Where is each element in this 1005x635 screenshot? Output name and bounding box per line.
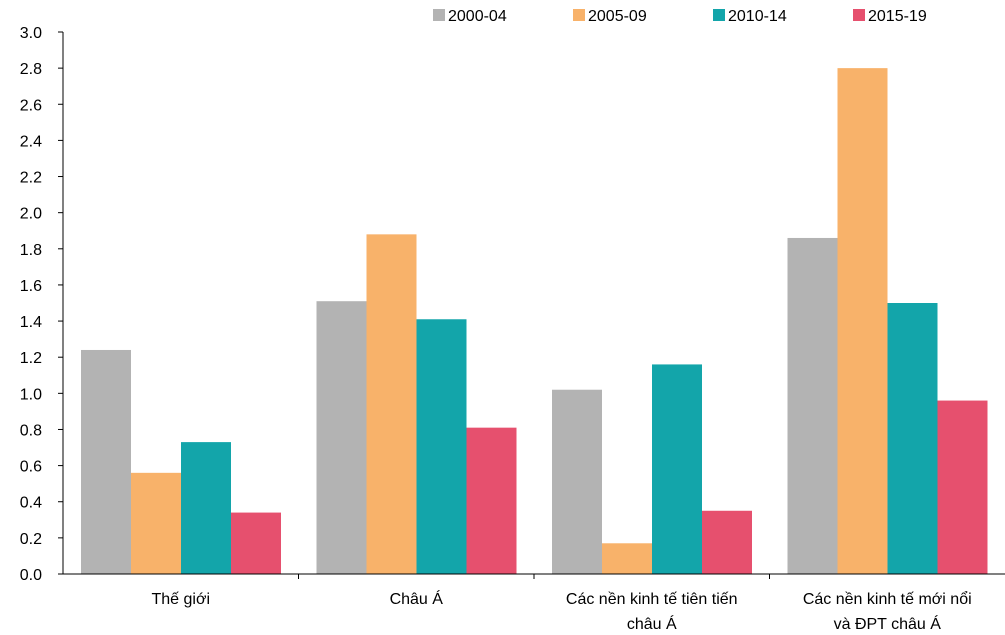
bar-2015-19-cat-4 (937, 400, 988, 574)
x-category-label: Các nền kinh tế mới nổi và ĐPT châu Á (803, 590, 972, 633)
x-category-label: Thế giới (151, 591, 210, 608)
y-tick-label: 1.0 (20, 386, 42, 403)
bar-2010-14-cat-1 (181, 442, 231, 574)
legend-swatch (433, 9, 445, 21)
y-tick-label: 0.8 (20, 422, 42, 439)
y-tick-label: 2.4 (20, 133, 42, 150)
y-tick-label: 0.4 (20, 495, 42, 512)
y-tick-label: 0.0 (20, 567, 42, 584)
y-axis: 0.0 0.2 0.4 0.6 0.8 1.0 1.2 1.4 1.6 1.8 2.0 2.2 2.4 2… (20, 25, 64, 584)
legend-swatch (713, 9, 725, 21)
x-category-label: Châu Á (390, 589, 444, 608)
bar-2005-09-cat-2 (366, 234, 417, 574)
bar-2005-09-cat-3 (602, 543, 652, 574)
legend-swatch (853, 9, 865, 21)
y-tick-label: 1.2 (20, 350, 42, 367)
bar-2015-19-cat-3 (702, 510, 752, 574)
y-tick-label: 1.6 (20, 278, 42, 295)
legend-item-2015-19: 2015-19 (853, 8, 927, 25)
x-category-label: Các nền kinh tế tiên tiến châu Á (566, 591, 738, 633)
legend-label: 2010-14 (728, 8, 787, 25)
legend-label: 2005-09 (588, 8, 647, 25)
legend-label: 2015-19 (868, 8, 927, 25)
y-tick-label: 2.2 (20, 170, 42, 187)
y-tick-label: 3.0 (20, 25, 42, 42)
y-tick-label: 0.6 (20, 459, 42, 476)
bar-2015-19-cat-1 (231, 512, 281, 574)
y-tick-label: 1.8 (20, 242, 42, 259)
legend-swatch (573, 9, 585, 21)
bar-2015-19-cat-2 (466, 427, 517, 574)
bar-2005-09-cat-1 (131, 472, 181, 574)
x-axis: Thế giới Châu Á Các nền kinh tế tiên tiến c… (63, 573, 1005, 633)
legend-label: 2000-04 (448, 8, 507, 25)
plot-area (81, 68, 988, 574)
bar-2010-14-cat-3 (652, 364, 702, 574)
bar-2000-04-cat-1 (81, 349, 131, 574)
y-tick-label: 0.2 (20, 531, 42, 548)
bar-2000-04-cat-2 (316, 301, 367, 574)
legend-item-2010-14: 2010-14 (713, 8, 787, 25)
bar-2010-14-cat-2 (416, 319, 467, 574)
bar-2005-09-cat-4 (837, 68, 888, 574)
bar-2000-04-cat-3 (552, 389, 602, 574)
y-tick-label: 2.6 (20, 97, 42, 114)
bar-2000-04-cat-4 (787, 237, 838, 574)
bar-2010-14-cat-4 (887, 303, 938, 574)
y-tick-label: 2.8 (20, 61, 42, 78)
y-tick-label: 1.4 (20, 314, 42, 331)
chart-legend: 2000-04 2005-09 2010-14 2015-19 (433, 8, 927, 25)
legend-item-2000-04: 2000-04 (433, 8, 507, 25)
legend-item-2005-09: 2005-09 (573, 8, 647, 25)
y-tick-label: 2.0 (20, 206, 42, 223)
